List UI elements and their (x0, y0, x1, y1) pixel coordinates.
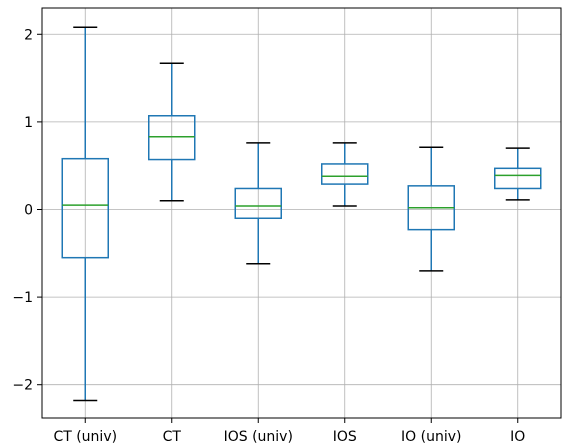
box-group (61, 26, 109, 402)
box-layer (61, 26, 542, 402)
iqr-box (321, 163, 369, 185)
x-tick-label: IOS (univ) (224, 429, 293, 445)
y-tick-label: −1 (12, 290, 33, 306)
y-tick-label: −2 (12, 378, 33, 394)
box-group (148, 62, 196, 202)
box-group (321, 142, 369, 207)
grid-layer (42, 8, 561, 418)
x-tick-label: IOS (333, 429, 357, 445)
box-group (494, 147, 542, 201)
x-tick-label: CT (163, 429, 182, 445)
iqr-box (234, 187, 282, 220)
plot-frame (41, 7, 562, 419)
iqr-box (61, 157, 109, 259)
iqr-box (148, 115, 196, 161)
y-tick-label: 2 (24, 27, 33, 43)
x-tick-label: CT (univ) (53, 429, 117, 445)
y-tick-label: 1 (24, 115, 33, 131)
x-tick-label: IO (510, 429, 525, 445)
box-group (234, 142, 282, 265)
tick-layer: −2 −1 0 1 2 CT (univ) CT IOS (univ) IOS IO (univ)… (12, 27, 525, 445)
y-tick-label: 0 (24, 202, 33, 218)
iqr-box (494, 167, 542, 190)
x-tick-label: IO (univ) (401, 429, 461, 445)
box-group (407, 146, 455, 272)
